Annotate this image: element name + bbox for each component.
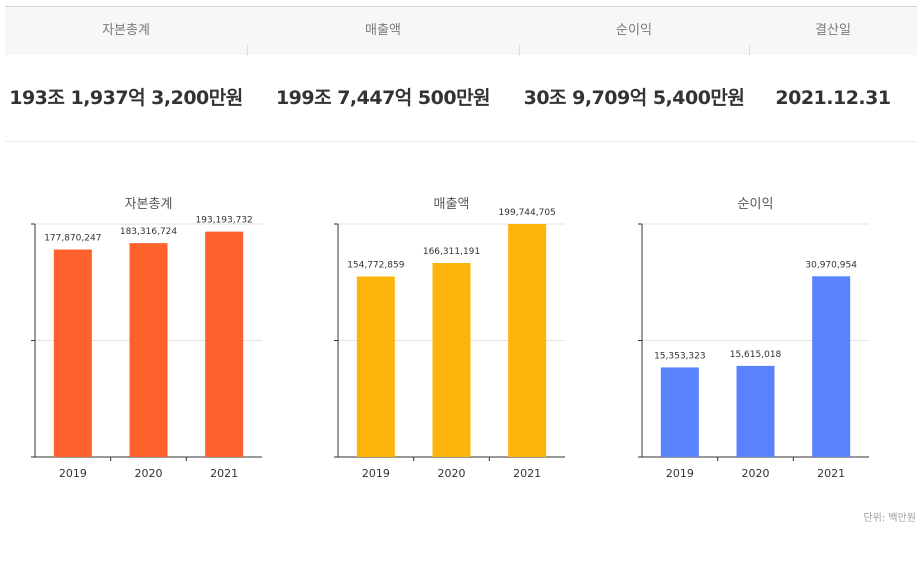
bar-chart-svg: 자본총계 177,870,247 2019 183,316,724 2020 193,19… [31,197,262,480]
header-divider [247,45,248,55]
header-net-income: 순이익 [616,23,652,38]
header-capital: 자본총계 [102,23,150,38]
value-net-income: 30조 9,709억 5,400만원 [523,87,745,109]
data-label: 30,970,954 [805,260,857,270]
data-label: 177,870,247 [44,234,101,244]
x-tick-label: 2020 [135,467,163,480]
x-tick-label: 2021 [817,467,845,480]
bar [356,276,395,457]
value-capital: 193조 1,937억 3,200만원 [9,87,243,109]
bar-chart-svg: 매출액 154,772,859 2019 166,311,191 2020 199,744… [334,197,565,480]
header-divider [749,45,750,55]
data-label: 15,615,018 [730,350,782,360]
value-revenue: 199조 7,447억 500만원 [275,87,491,109]
bar [53,249,92,457]
data-label: 199,744,705 [499,208,556,218]
data-label: 183,316,724 [120,227,178,237]
chart-title: 매출액 [434,197,470,212]
chart-capital: 자본총계 177,870,247 2019 183,316,724 2020 193,19… [20,188,300,488]
chart-net-income: 순이익 15,353,323 2019 15,615,018 2020 30,970,95… [627,188,907,488]
bar-chart-svg: 순이익 15,353,323 2019 15,615,018 2020 30,970,95… [638,197,869,480]
chart-title: 자본총계 [125,197,173,212]
bar [205,231,244,457]
data-label: 193,193,732 [196,216,253,226]
x-tick-label: 2020 [742,467,770,480]
x-tick-label: 2019 [59,467,87,480]
summary-table: 자본총계 매출액 순이익 결산일 193조 1,937억 3,200만원 199… [5,6,917,142]
x-tick-label: 2021 [513,467,541,480]
header-revenue: 매출액 [365,23,401,38]
unit-label: 단위: 백만원 [863,513,916,524]
value-closing-date: 2021.12.31 [775,87,891,109]
bar [129,243,168,457]
x-tick-label: 2019 [362,467,390,480]
x-tick-label: 2021 [210,467,238,480]
bar [736,365,775,457]
header-divider [519,45,520,55]
data-label: 166,311,191 [423,247,480,257]
x-tick-label: 2020 [438,467,466,480]
bar [812,276,851,457]
header-closing-date: 결산일 [815,23,851,38]
summary-header-row [5,7,917,55]
bar [508,224,547,457]
bar [660,367,699,457]
chart-revenue: 매출액 154,772,859 2019 166,311,191 2020 199,744… [323,188,603,488]
chart-title: 순이익 [738,197,774,212]
data-label: 15,353,323 [654,351,706,361]
bar [432,262,471,457]
x-tick-label: 2019 [666,467,694,480]
data-label: 154,772,859 [347,260,405,270]
